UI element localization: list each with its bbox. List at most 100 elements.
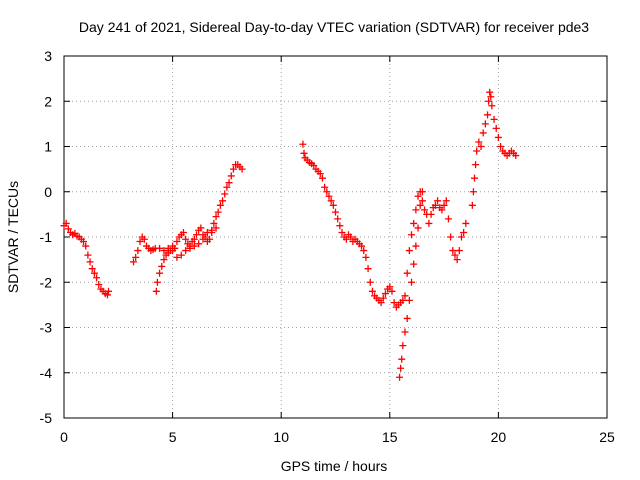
data-point [329,201,337,209]
data-point [323,188,331,196]
data-point [381,290,389,298]
data-point [216,201,224,209]
data-point [219,197,227,205]
data-point [321,183,329,191]
data-point [95,281,103,289]
data-point [405,296,413,304]
data-point [327,197,335,205]
data-point [156,269,164,277]
y-tick-label: -3 [40,320,53,336]
series-segment-3 [156,224,220,261]
data-point [152,287,160,295]
data-point [173,253,181,261]
data-point [438,206,446,214]
data-point [462,219,470,227]
data-point [80,238,88,246]
data-point [214,208,222,216]
data-point [221,190,229,198]
data-point [212,213,220,221]
data-point [403,314,411,322]
data-point [225,179,233,187]
data-point [490,115,498,123]
data-point [90,269,98,277]
data-point [338,228,346,236]
data-point [427,210,435,218]
data-point [473,147,481,155]
data-point [136,238,144,246]
data-point [410,219,418,227]
data-point [156,244,164,252]
data-point [479,129,487,137]
data-point [512,152,520,160]
data-point [227,172,235,180]
data-point [105,287,113,295]
data-point [84,251,92,259]
data-point [86,258,94,266]
data-point [199,235,207,243]
series-segment-4 [299,140,470,311]
data-point [342,235,350,243]
series-segment-1 [60,219,113,299]
data-point [160,256,168,264]
y-axis-label: SDTVAR / TECUs [5,181,21,293]
data-point [477,143,485,150]
data-point [210,219,218,227]
data-point [444,215,452,223]
data-point [408,278,416,286]
data-point [300,149,308,157]
data-points [60,88,520,381]
data-point [366,278,374,286]
data-point [195,240,203,248]
data-point [358,242,366,250]
data-point [190,242,198,250]
data-point [362,253,370,261]
data-point [434,197,442,205]
data-point [347,233,355,241]
data-point [360,247,368,255]
data-point [208,226,216,234]
data-point [388,287,396,295]
data-point [229,165,237,173]
data-point [442,197,450,205]
data-point [412,206,420,214]
y-tick-label: 0 [44,184,52,200]
data-point [431,201,439,209]
data-point [487,93,495,101]
x-tick-label: 0 [60,429,68,445]
data-point [173,238,181,246]
data-point [484,111,492,119]
data-point [364,265,372,273]
data-point [332,208,339,216]
y-tick-label: -1 [40,229,53,245]
y-tick-label: -2 [40,274,53,290]
series-segment-6 [468,88,520,209]
data-point [158,262,166,270]
data-point [471,174,479,182]
data-point [169,247,177,255]
data-point [399,296,407,304]
x-tick-label: 5 [169,429,177,445]
data-point [418,188,426,196]
data-point [130,258,138,266]
data-point [451,251,459,259]
x-tick-label: 20 [491,429,507,445]
y-tick-label: 1 [44,139,52,155]
data-point [153,278,161,286]
data-point [449,247,457,255]
y-tick-label: -5 [40,410,53,426]
data-point [182,235,190,243]
data-point [177,251,185,259]
data-point [396,373,404,381]
data-point [418,197,426,205]
grid-lines [64,56,607,418]
data-point [447,233,455,241]
data-point [334,215,342,223]
x-tick-label: 15 [382,429,398,445]
data-point [238,165,246,173]
data-point [93,274,101,282]
x-tick-label: 10 [273,429,289,445]
data-point [475,138,483,146]
data-point [457,233,465,241]
y-tick-label: -4 [40,365,53,381]
